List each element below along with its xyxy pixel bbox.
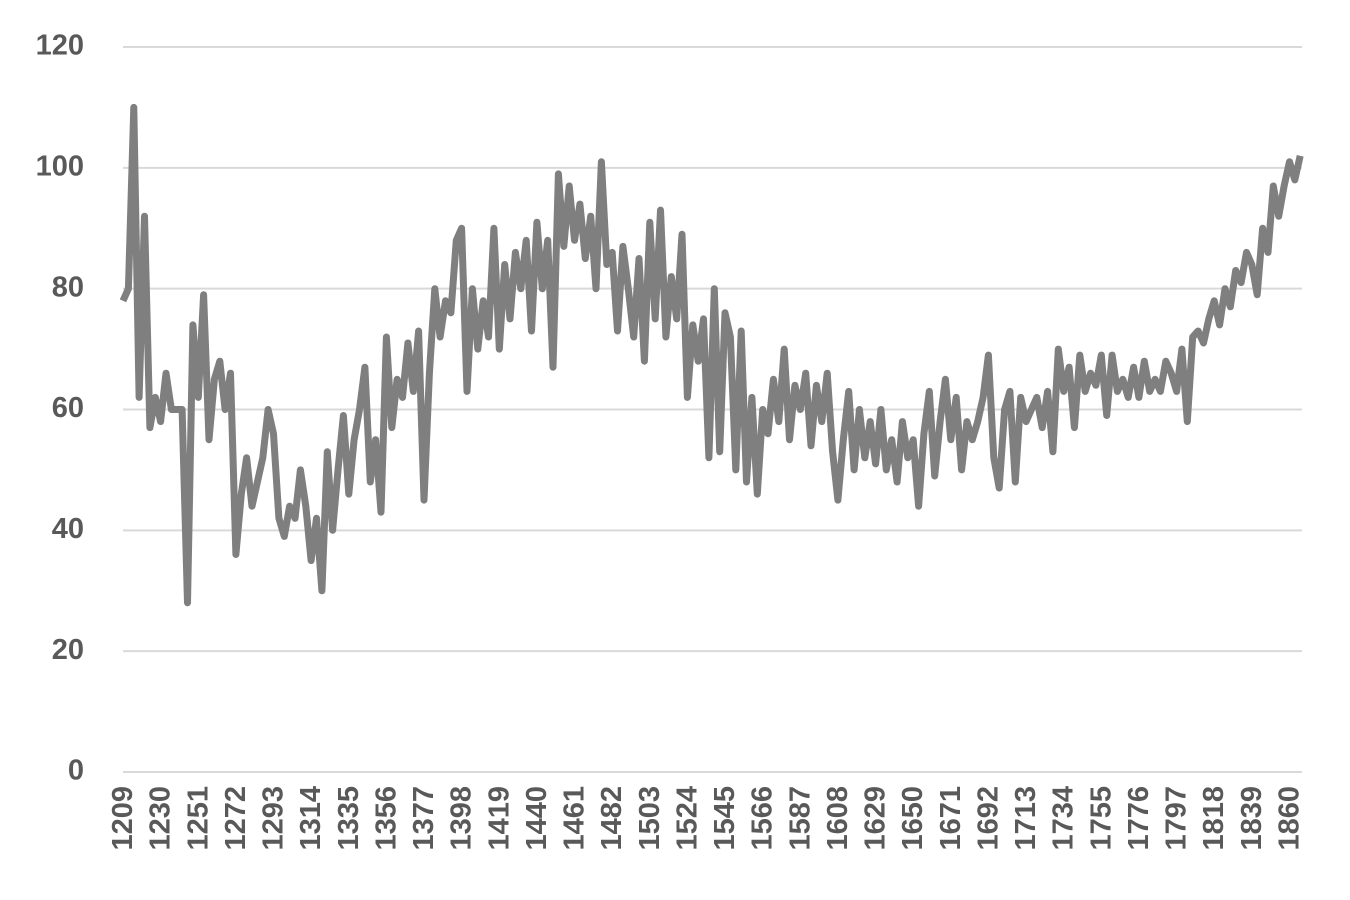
x-tick-label: 1608 xyxy=(822,786,854,851)
x-tick-label: 1293 xyxy=(258,786,290,851)
x-tick-label: 1440 xyxy=(521,786,553,851)
x-tick-label: 1650 xyxy=(897,786,929,851)
x-tick-label: 1818 xyxy=(1198,786,1230,851)
y-tick-label: 80 xyxy=(52,271,84,303)
x-tick-label: 1251 xyxy=(182,786,214,851)
x-tick-label: 1776 xyxy=(1123,786,1155,851)
x-tick-label: 1272 xyxy=(220,786,252,851)
x-tick-label: 1209 xyxy=(107,786,139,851)
y-tick-label: 120 xyxy=(36,30,84,62)
x-tick-label: 1713 xyxy=(1010,786,1042,851)
x-tick-label: 1377 xyxy=(408,786,440,851)
x-tick-label: 1419 xyxy=(483,786,515,851)
y-tick-label: 0 xyxy=(68,755,84,787)
x-tick-label: 1398 xyxy=(446,786,478,851)
x-tick-label: 1524 xyxy=(671,786,703,851)
y-tick-label: 60 xyxy=(52,392,84,424)
x-tick-label: 1503 xyxy=(634,786,666,851)
x-tick-label: 1671 xyxy=(935,786,967,851)
x-tick-label: 1335 xyxy=(333,786,365,851)
x-tick-label: 1545 xyxy=(709,786,741,851)
x-tick-label: 1461 xyxy=(559,786,591,851)
x-tick-label: 1314 xyxy=(295,786,327,851)
x-tick-label: 1356 xyxy=(370,786,402,851)
x-tick-label: 1482 xyxy=(596,786,628,851)
y-tick-label: 100 xyxy=(36,150,84,182)
data-line xyxy=(119,103,1304,607)
y-tick-label: 20 xyxy=(52,634,84,666)
x-tick-label: 1755 xyxy=(1085,786,1117,851)
x-tick-label: 1692 xyxy=(972,786,1004,851)
x-tick-label: 1230 xyxy=(145,786,177,851)
x-tick-label: 1860 xyxy=(1273,786,1305,851)
x-tick-label: 1839 xyxy=(1236,786,1268,851)
x-tick-label: 1797 xyxy=(1161,786,1193,851)
y-tick-label: 40 xyxy=(52,513,84,545)
x-tick-label: 1629 xyxy=(860,786,892,851)
x-tick-label: 1734 xyxy=(1048,786,1080,851)
x-tick-label: 1566 xyxy=(747,786,779,851)
x-tick-label: 1587 xyxy=(784,786,816,851)
